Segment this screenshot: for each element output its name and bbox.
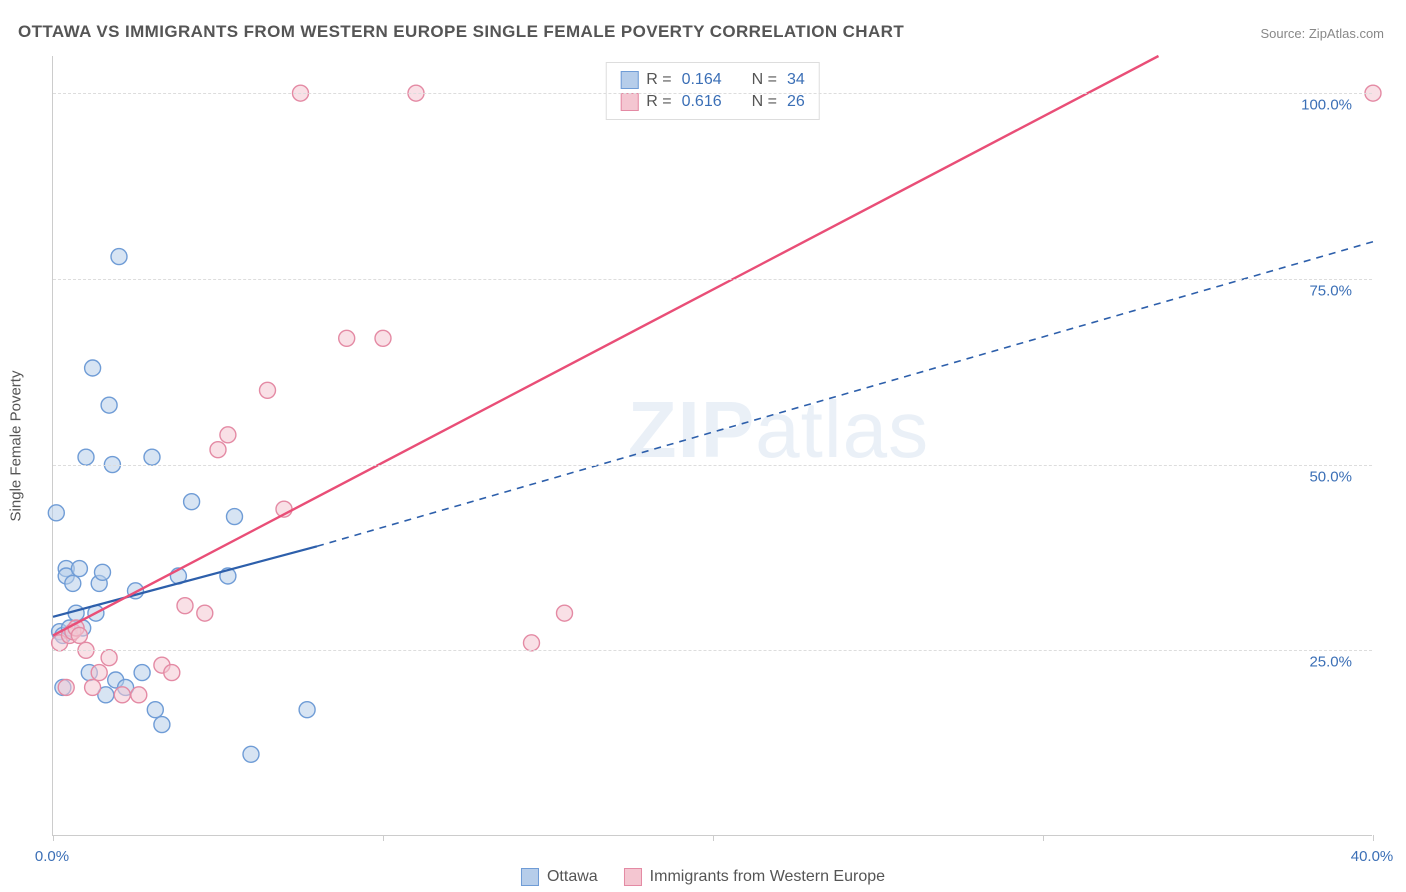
y-tick-label: 50.0% [1309,468,1352,485]
legend-swatch [521,868,539,886]
data-point [339,330,355,346]
data-point [85,360,101,376]
data-point [101,397,117,413]
legend-swatch [624,868,642,886]
legend-swatch [620,93,638,111]
data-point [260,382,276,398]
legend-row: R = 0.616 N = 26 [620,91,805,113]
data-point [65,575,81,591]
legend-r-value: 0.616 [682,93,722,111]
data-point [220,427,236,443]
correlation-legend: R = 0.164 N = 34 R = 0.616 N = 26 [605,62,820,120]
x-tick [53,835,54,841]
legend-row: R = 0.164 N = 34 [620,69,805,91]
data-point [71,627,87,643]
data-point [58,679,74,695]
data-point [154,717,170,733]
series-legend-item: Immigrants from Western Europe [624,868,885,886]
y-tick-label: 75.0% [1309,282,1352,299]
data-point [134,665,150,681]
x-tick [1373,835,1374,841]
chart-svg [53,56,1372,835]
data-point [144,449,160,465]
y-tick-label: 25.0% [1309,654,1352,671]
data-point [164,665,180,681]
legend-n-label: N = [752,71,777,89]
data-point [91,665,107,681]
data-point [243,746,259,762]
y-axis-title: Single Female Poverty [8,371,25,522]
legend-n-label: N = [752,93,777,111]
legend-swatch [620,71,638,89]
chart-title: OTTAWA VS IMMIGRANTS FROM WESTERN EUROPE… [18,22,904,42]
data-point [375,330,391,346]
data-point [524,635,540,651]
y-tick-label: 100.0% [1301,97,1352,114]
data-point [95,564,111,580]
data-point [227,509,243,525]
legend-n-value: 34 [787,71,805,89]
x-tick-label: 40.0% [1351,848,1394,865]
data-point [177,598,193,614]
data-point [299,702,315,718]
grid-line [53,279,1372,280]
trend-line [53,56,1159,635]
x-tick-label: 0.0% [35,848,69,865]
series-label: Immigrants from Western Europe [650,868,885,886]
data-point [101,650,117,666]
data-point [210,442,226,458]
data-point [111,249,127,265]
source-attribution: Source: ZipAtlas.com [1260,26,1384,41]
series-legend: Ottawa Immigrants from Western Europe [521,868,885,886]
data-point [114,687,130,703]
legend-r-label: R = [646,71,671,89]
trend-line-extension [317,242,1373,547]
x-tick [383,835,384,841]
series-label: Ottawa [547,868,598,886]
data-point [147,702,163,718]
grid-line [53,650,1372,651]
x-tick [713,835,714,841]
data-point [184,494,200,510]
data-point [131,687,147,703]
data-point [48,505,64,521]
legend-r-value: 0.164 [682,71,722,89]
data-point [71,561,87,577]
grid-line [53,465,1372,466]
x-tick [1043,835,1044,841]
data-point [85,679,101,695]
legend-r-label: R = [646,93,671,111]
data-point [197,605,213,621]
plot-area: ZIPatlas R =0.164N =34R =0.616N =26 25.0… [52,56,1372,836]
legend-n-value: 26 [787,93,805,111]
grid-line [53,93,1372,94]
data-point [557,605,573,621]
series-legend-item: Ottawa [521,868,598,886]
data-point [78,449,94,465]
